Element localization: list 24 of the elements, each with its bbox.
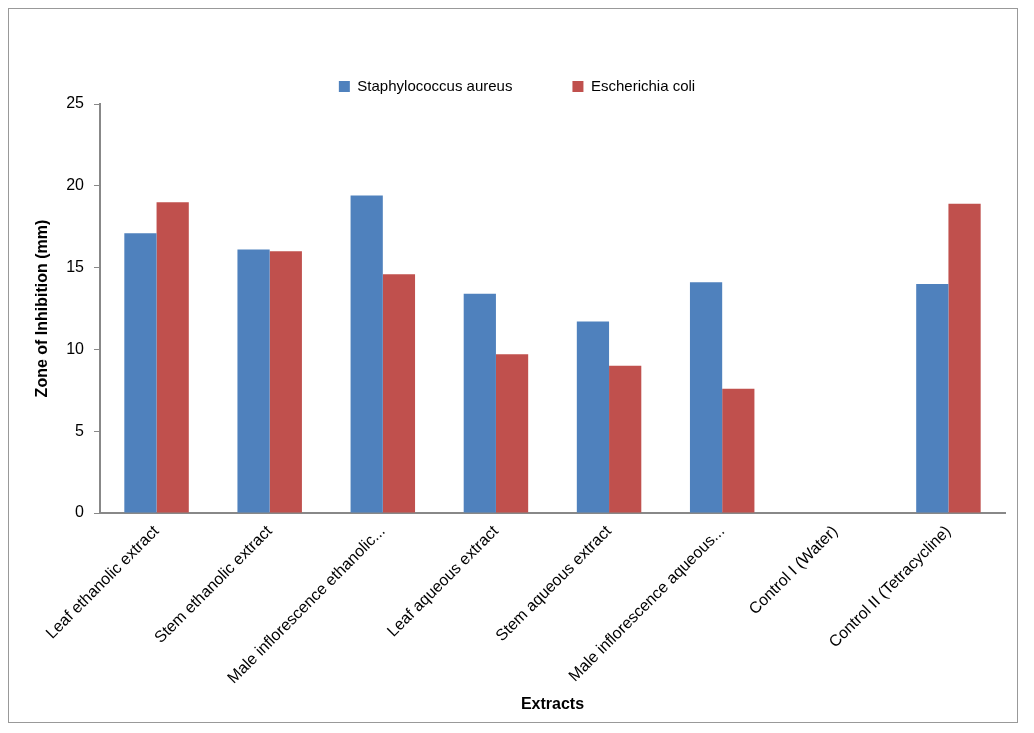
bar xyxy=(269,251,302,513)
bar xyxy=(689,282,723,513)
legend-label: Escherichia coli xyxy=(590,76,696,94)
legend-label: Staphylococcus aureus xyxy=(357,76,513,94)
bar xyxy=(948,203,981,513)
y-tick-label: 0 xyxy=(75,503,85,521)
bar xyxy=(916,283,949,513)
bar xyxy=(463,293,496,513)
bar xyxy=(609,365,642,513)
y-tick-label: 15 xyxy=(66,258,85,276)
y-tick-label: 5 xyxy=(75,421,85,439)
bar xyxy=(576,321,610,513)
bar xyxy=(382,274,416,513)
y-tick-label: 25 xyxy=(66,94,85,112)
y-tick-label: 20 xyxy=(66,176,85,194)
bar xyxy=(722,388,755,513)
bar xyxy=(156,202,189,513)
x-axis-title: Extracts xyxy=(520,694,585,712)
bar xyxy=(350,195,383,513)
bar xyxy=(495,354,529,513)
bar xyxy=(124,233,157,513)
y-tick-label: 10 xyxy=(66,339,85,357)
y-axis-title: Zone of Inhibition (mm) xyxy=(33,219,51,398)
bar xyxy=(237,249,270,513)
